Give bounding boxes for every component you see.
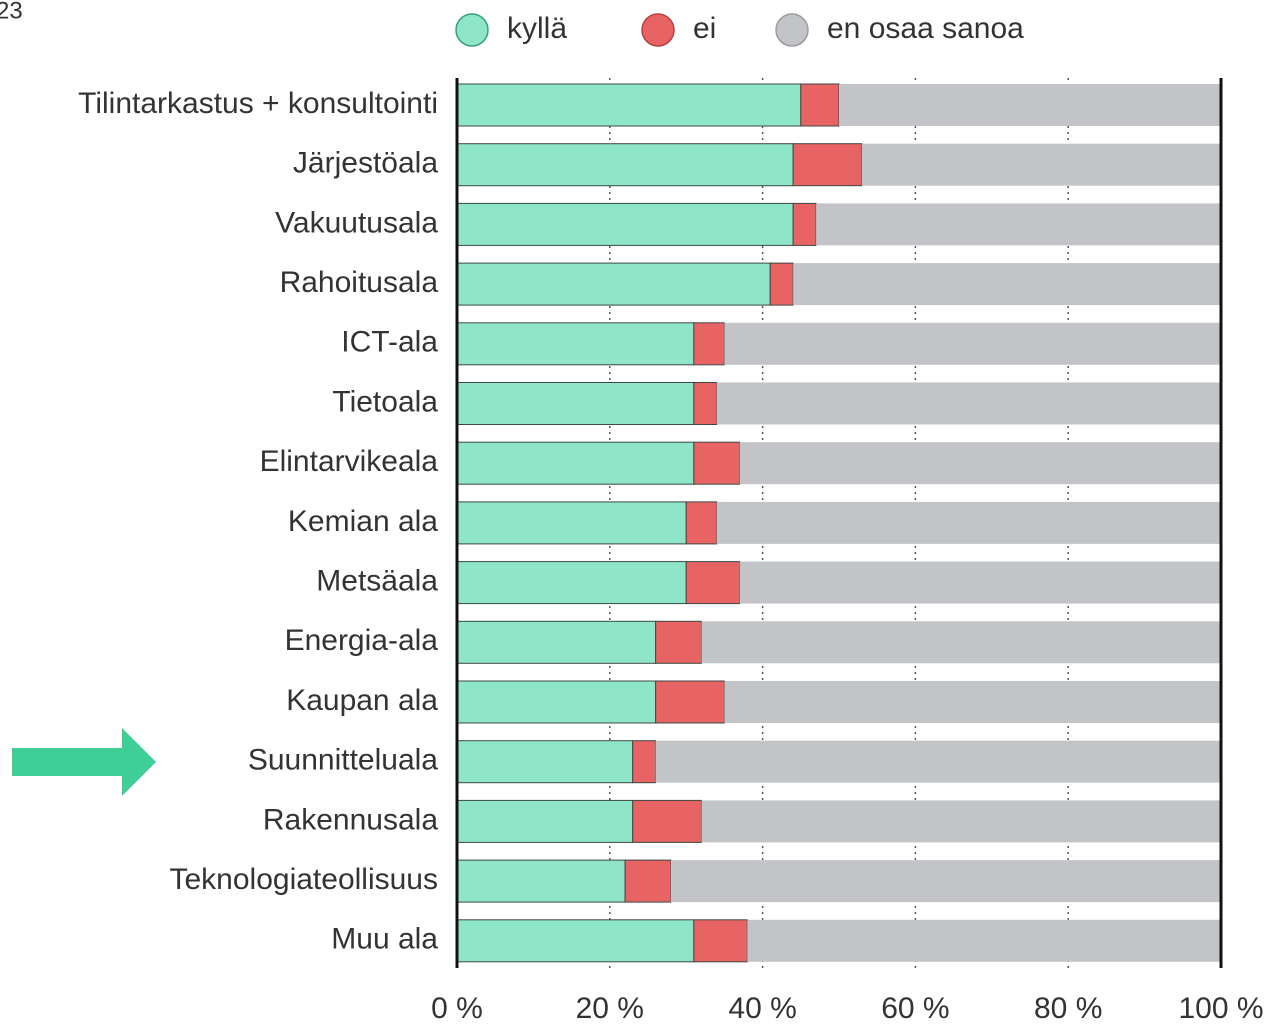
legend-swatch [641,13,675,47]
y-tick-label: Elintarvikeala [260,445,439,478]
bar-segment [724,681,1221,723]
bar-segment [456,202,794,246]
bar-segment [701,800,1221,843]
x-tick-label: 80 % [1034,992,1102,1025]
bar-segment [747,919,1221,962]
bar-segment [456,561,687,605]
y-tick-label: Vakuutusala [275,206,438,239]
bar-segment [693,919,748,963]
y-tick-label: Kaupan ala [286,684,438,717]
bar-segment [655,680,725,724]
bar-segment [739,442,1221,485]
legend-swatch [775,13,809,47]
y-tick-label: Rakennusala [263,803,438,836]
bar-segment [456,143,794,187]
bar-segment [456,441,695,485]
bar-segment [839,84,1221,126]
bar-segment [456,620,657,664]
legend-label: ei [693,12,716,45]
bar-segment [685,501,718,545]
bar-segment [701,621,1221,664]
x-tick-label: 40 % [728,992,796,1025]
highlight-arrow [12,728,156,796]
y-tick-label: Muu ala [331,923,438,956]
bar-segment [632,740,657,784]
y-tick-label: Suunnitteluala [248,744,438,777]
bar-segment [456,501,687,545]
bar-segment [716,501,1221,544]
y-tick-label: ICT-ala [341,326,438,359]
bar-segment [456,322,695,366]
x-tick-label: 0 % [431,992,483,1025]
bar-segment [792,143,863,187]
bar-segment [456,83,802,127]
y-tick-label: Metsäala [316,565,438,598]
bar-segment [456,262,771,306]
bar-segment [693,382,718,425]
bar-segment [724,322,1221,365]
x-tick-label: 100 % [1178,992,1263,1025]
bar-segment [456,740,634,784]
bar-segment [456,680,657,724]
bar-segment [861,143,1221,186]
y-tick-label: Teknologiateollisuus [169,863,438,896]
bar-segment [793,263,1221,306]
y-tick-label: Energia-ala [285,624,439,657]
bar-segment [739,561,1221,604]
legend-label: kyllä [507,12,567,45]
y-tick-label: Kemian ala [288,505,438,538]
bar-segment [632,799,702,843]
legend-swatch [455,13,489,47]
bar-segment [693,322,725,366]
bar-segment [769,262,794,306]
bar-segment [456,382,695,425]
bar-segment [685,561,741,605]
bar-segment [456,919,695,963]
bar-segment [670,860,1221,903]
legend-label: en osaa sanoa [827,12,1024,45]
y-tick-label: Järjestöala [293,147,438,180]
corner-text: 23 [0,0,23,24]
y-tick-label: Rahoitusala [280,266,439,299]
bar-segment [624,859,672,903]
bar-segment [655,740,1221,783]
y-tick-label: Tilintarkastus + konsultointi [78,87,438,120]
bar-segment [800,83,840,127]
bar-segment [693,441,741,485]
bar-segment [816,203,1221,246]
x-tick-label: 60 % [881,992,949,1025]
bar-segment [456,859,626,903]
bar-segment [792,202,817,246]
y-tick-label: Tietoala [332,385,438,418]
bar-segment [655,620,702,664]
x-tick-label: 20 % [576,992,644,1025]
bar-segment [456,799,634,843]
bar-segment [716,382,1221,425]
